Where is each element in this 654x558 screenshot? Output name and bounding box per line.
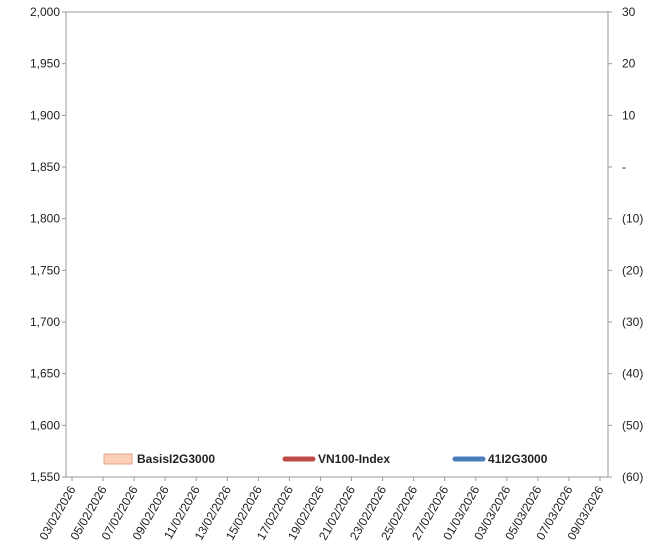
right-axis-tick-label: (10)	[622, 212, 643, 226]
legend: BasisI2G3000 VN100-Index 41I2G3000	[103, 452, 548, 466]
left-axis-tick-label: 1,850	[30, 160, 60, 174]
right-axis-tick-label: (60)	[622, 470, 643, 484]
legend-label-2: 41I2G3000	[488, 452, 548, 466]
left-axis-tick-label: 1,700	[30, 315, 60, 329]
left-axis-tick-label: 1,750	[30, 263, 60, 277]
legend-swatch-0	[103, 453, 133, 465]
left-axis-tick-label: 1,600	[30, 418, 60, 432]
left-axis-tick-label: 1,800	[30, 212, 60, 226]
legend-label-1: VN100-Index	[318, 452, 390, 466]
left-axis-tick-label: 1,650	[30, 367, 60, 381]
right-axis-tick-label: (30)	[622, 315, 643, 329]
right-axis-tick-label: (50)	[622, 418, 643, 432]
right-axis-tick-label: 10	[622, 108, 636, 122]
right-axis-tick-label: 30	[622, 5, 636, 19]
plot-area	[65, 11, 609, 478]
left-axis-tick-label: 1,550	[30, 470, 60, 484]
right-axis-tick-label: -	[622, 160, 626, 174]
left-axis-tick-label: 1,900	[30, 108, 60, 122]
right-axis-tick-label: (20)	[622, 263, 643, 277]
right-axis-tick-label: 20	[622, 57, 636, 71]
left-axis-tick-label: 2,000	[30, 5, 60, 19]
left-axis-tick-label: 1,950	[30, 57, 60, 71]
right-axis-tick-label: (40)	[622, 367, 643, 381]
legend-label-0: BasisI2G3000	[137, 452, 215, 466]
